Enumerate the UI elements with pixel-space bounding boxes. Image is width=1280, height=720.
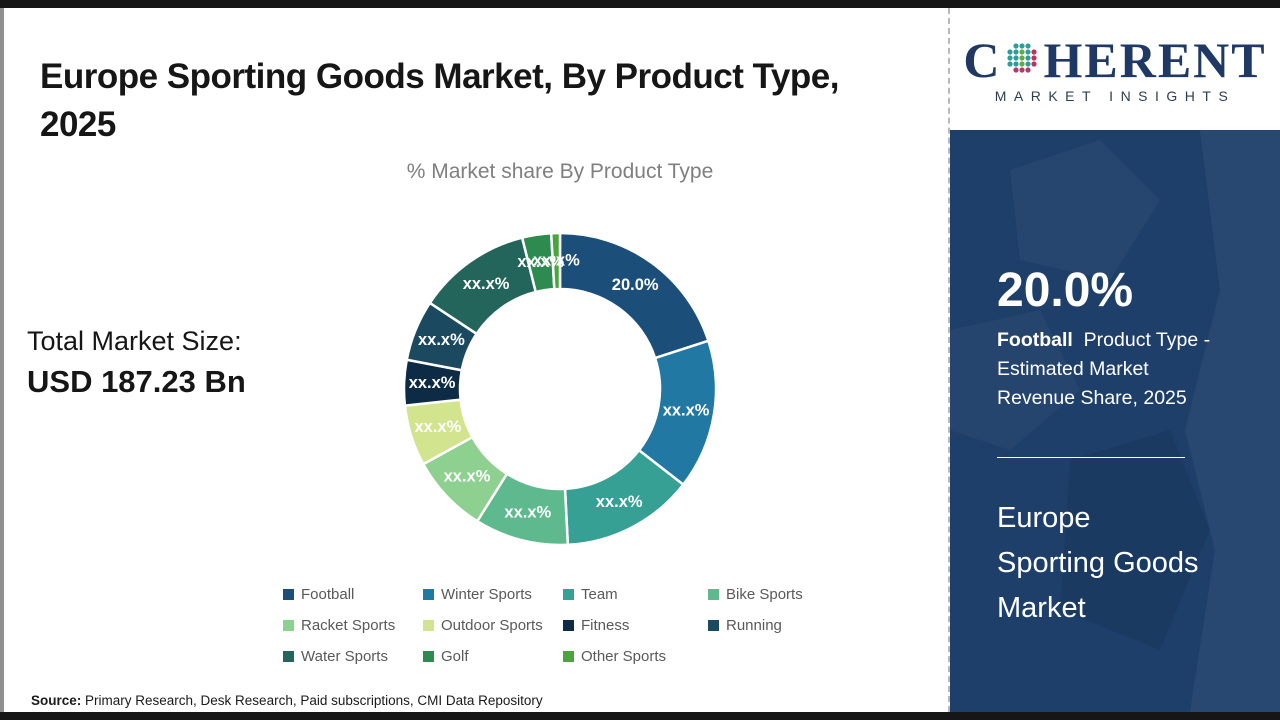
market-name-line2: Sporting Goods — [997, 547, 1199, 579]
sidebar-divider-dashed-line — [948, 8, 950, 712]
europe-map-background — [1010, 130, 1280, 712]
legend-item-team: Team — [563, 585, 708, 604]
highlight-desc-line3: Revenue Share, 2025 — [997, 387, 1187, 409]
donut-chart-svg: 20.0%xx.x%xx.x%xx.x%xx.x%xx.x%xx.x%xx.x%… — [402, 231, 718, 547]
legend-swatch-team — [563, 589, 574, 600]
legend-label-fitness: Fitness — [581, 617, 630, 634]
legend-item-fitness: Fitness — [563, 616, 708, 635]
legend-label-winter-sports: Winter Sports — [441, 586, 532, 603]
sidebar-panel: 20.0% Football Product Type - Estimated … — [950, 130, 1280, 712]
donut-label-outdoor-sports: xx.x% — [415, 418, 462, 436]
page-title-line2: 2025 — [40, 105, 116, 145]
legend-item-running: Running — [708, 616, 838, 635]
legend-label-outdoor-sports: Outdoor Sports — [441, 617, 543, 634]
logo-globe-icon — [1007, 42, 1038, 73]
legend-label-water-sports: Water Sports — [301, 648, 388, 665]
donut-label-running: xx.x% — [418, 331, 465, 349]
donut-label-racket-sports: xx.x% — [444, 467, 491, 485]
legend-swatch-football — [283, 589, 294, 600]
donut-segment-football — [558, 231, 710, 360]
donut-label-water-sports: xx.x% — [463, 275, 510, 293]
legend-swatch-golf — [423, 651, 434, 662]
legend-label-golf: Golf — [441, 648, 469, 665]
top-border-bar — [0, 0, 1280, 8]
legend-label-bike-sports: Bike Sports — [726, 586, 803, 603]
legend-swatch-winter-sports — [423, 589, 434, 600]
legend-item-golf: Golf — [423, 647, 563, 666]
bottom-border-bar — [0, 712, 1280, 720]
legend-swatch-bike-sports — [708, 589, 719, 600]
sidebar-divider-line — [997, 457, 1185, 458]
total-market-size-block: Total Market Size: USD 187.23 Bn — [27, 326, 246, 400]
highlight-segment-name: Football — [997, 329, 1073, 351]
highlight-desc-line2: Estimated Market — [997, 358, 1149, 380]
total-market-size-label: Total Market Size: — [27, 326, 242, 356]
highlight-percentage: 20.0% — [997, 264, 1134, 317]
legend-swatch-running — [708, 620, 719, 631]
donut-label-golf: xx.x% — [517, 253, 564, 271]
donut-label-winter-sports: xx.x% — [663, 401, 710, 419]
donut-label-team: xx.x% — [596, 493, 643, 511]
donut-label-football: 20.0% — [612, 276, 659, 294]
donut-chart: 20.0% xx.x% xx.x% xx.x% xx.x% xx.x% xx.x% xx.x%… — [380, 209, 740, 569]
market-name-line3: Market — [997, 592, 1086, 624]
source-text: Primary Research, Desk Research, Paid su… — [81, 693, 543, 708]
legend-label-other-sports: Other Sports — [581, 648, 667, 665]
legend-label-running: Running — [726, 617, 782, 634]
legend-swatch-other-sports — [563, 651, 574, 662]
legend-item-football: Football — [283, 585, 423, 604]
donut-label-fitness: xx.x% — [409, 374, 456, 392]
logo-text-c: C — [963, 31, 1002, 88]
legend-label-football: Football — [301, 586, 355, 603]
market-name: Europe Sporting Goods Market — [997, 496, 1199, 631]
page-title-line1: Europe Sporting Goods Market, By Product… — [40, 57, 839, 97]
source-line: Source: Primary Research, Desk Research,… — [31, 693, 543, 708]
logo-tagline: MARKET INSIGHTS — [994, 87, 1236, 104]
highlight-description: Football Product Type - Estimated Market… — [997, 326, 1242, 413]
legend-swatch-racket-sports — [283, 620, 294, 631]
legend-swatch-outdoor-sports — [423, 620, 434, 631]
legend-item-other-sports: Other Sports — [563, 647, 708, 666]
legend-item-winter-sports: Winter Sports — [423, 585, 563, 604]
legend-label-racket-sports: Racket Sports — [301, 617, 396, 634]
chart-legend: Football Winter Sports Team Bike Sports Rack… — [283, 585, 838, 666]
legend-label-team: Team — [581, 586, 618, 603]
legend-item-bike-sports: Bike Sports — [708, 585, 838, 604]
donut-segment-other-sports — [549, 231, 562, 291]
left-border-bar — [0, 8, 4, 712]
brand-logo-panel: C HERENT MARKET INSIGHTS — [950, 8, 1280, 130]
chart-subtitle: % Market share By Product Type — [406, 160, 714, 183]
highlight-desc-line1: Product Type - — [1072, 329, 1211, 351]
total-market-size-value: USD 187.23 Bn — [27, 364, 246, 399]
market-name-line1: Europe — [997, 502, 1091, 534]
legend-item-racket-sports: Racket Sports — [283, 616, 423, 635]
logo-text-herent: HERENT — [1043, 31, 1267, 88]
donut-label-other-sports: xx.x% — [533, 251, 580, 269]
legend-item-water-sports: Water Sports — [283, 647, 423, 666]
legend-swatch-water-sports — [283, 651, 294, 662]
legend-item-outdoor-sports: Outdoor Sports — [423, 616, 563, 635]
brand-logo: C HERENT — [963, 35, 1266, 85]
legend-swatch-fitness — [563, 620, 574, 631]
donut-label-bike-sports: xx.x% — [504, 503, 551, 521]
source-label: Source: — [31, 693, 82, 708]
page-title: Europe Sporting Goods Market, By Product… — [40, 53, 930, 149]
